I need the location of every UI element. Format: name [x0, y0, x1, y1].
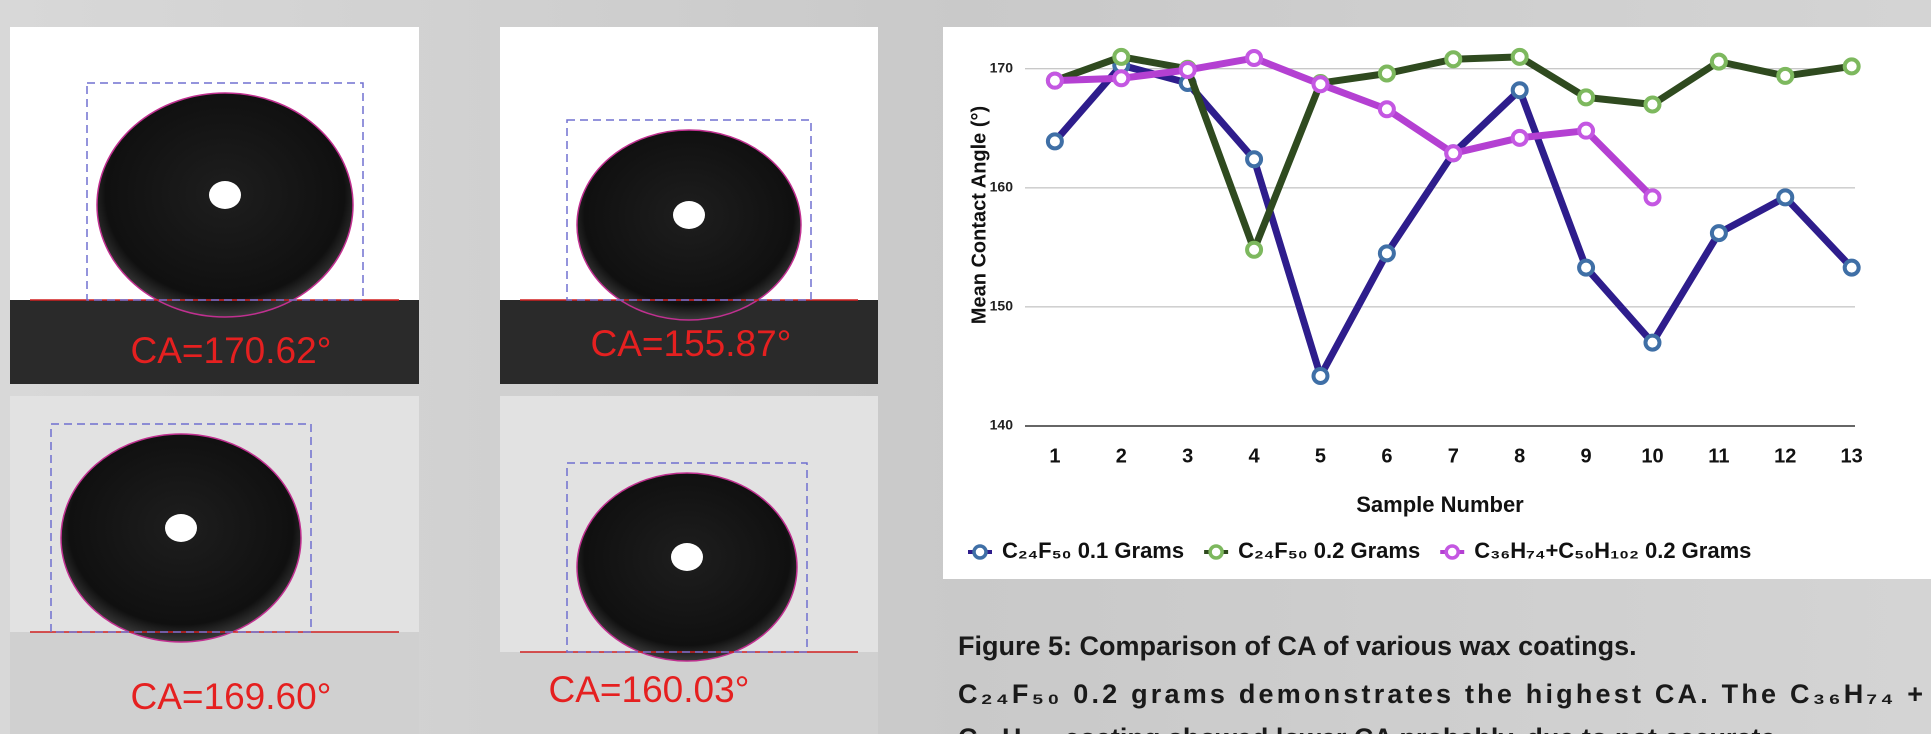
data-point — [1380, 102, 1394, 116]
legend-label: C₃₆H₇₄+C₅₀H₁₀₂ 0.2 Grams — [1474, 538, 1751, 563]
legend-swatch — [1210, 546, 1222, 558]
droplet-highlight — [165, 514, 197, 542]
data-point — [1247, 243, 1261, 257]
data-point — [1048, 74, 1062, 88]
data-point — [1712, 55, 1726, 69]
legend-swatch — [974, 546, 986, 558]
contact-angle-label: CA=170.62° — [131, 330, 332, 371]
data-point — [1380, 67, 1394, 81]
data-point — [1778, 190, 1792, 204]
data-point — [1313, 77, 1327, 91]
y-tick-label: 140 — [990, 417, 1014, 433]
data-point — [1114, 71, 1128, 85]
data-point — [1247, 51, 1261, 65]
data-point — [1645, 97, 1659, 111]
data-point — [1446, 52, 1460, 66]
x-tick-label: 10 — [1641, 445, 1663, 467]
data-point — [1712, 226, 1726, 240]
legend-label: C₂₄F₅₀ 0.1 Grams — [1002, 538, 1184, 563]
data-point — [1845, 261, 1859, 275]
data-point — [1380, 246, 1394, 260]
legend-label: C₂₄F₅₀ 0.2 Grams — [1238, 538, 1420, 563]
droplet-highlight — [673, 201, 705, 229]
x-tick-label: 9 — [1581, 445, 1592, 467]
x-tick-label: 11 — [1708, 445, 1729, 467]
poster: CA=170.62° CA=155.87° CA=169.60° CA=160.03°… — [0, 0, 1931, 734]
contact-angle-label: CA=155.87° — [591, 323, 792, 364]
data-point — [1513, 83, 1527, 97]
legend-swatch — [1446, 546, 1458, 558]
data-point — [1645, 336, 1659, 350]
x-tick-label: 12 — [1774, 445, 1796, 467]
data-point — [1579, 124, 1593, 138]
caption-line: C₅₀H₁₀₂ coating showed lower CA probably… — [958, 723, 1775, 734]
y-axis-title: Mean Contact Angle (°) — [968, 106, 990, 324]
x-tick-label: 7 — [1448, 445, 1459, 467]
data-point — [1845, 59, 1859, 73]
x-tick-label: 13 — [1841, 445, 1863, 467]
data-point — [1247, 152, 1261, 166]
x-tick-label: 2 — [1116, 445, 1127, 467]
x-tick-label: 6 — [1381, 445, 1392, 467]
data-point — [1579, 261, 1593, 275]
caption-title: Figure 5: Comparison of CA of various wa… — [958, 631, 1637, 661]
data-point — [1645, 190, 1659, 204]
x-tick-label: 4 — [1249, 445, 1261, 467]
data-point — [1513, 50, 1527, 64]
caption-line: C₂₄F₅₀ 0.2 grams demonstrates the highes… — [958, 679, 1923, 709]
data-point — [1181, 63, 1195, 77]
data-point — [1114, 50, 1128, 64]
contact-angle-label: CA=160.03° — [549, 669, 750, 710]
data-point — [1579, 90, 1593, 104]
data-point — [1778, 69, 1792, 83]
x-axis-title: Sample Number — [1356, 492, 1524, 517]
y-tick-label: 160 — [990, 179, 1014, 195]
droplet-highlight — [671, 543, 703, 571]
y-tick-label: 170 — [990, 59, 1014, 75]
contact-angle-label: CA=169.60° — [131, 676, 332, 717]
y-tick-label: 150 — [990, 298, 1014, 314]
data-point — [1513, 131, 1527, 145]
droplet-highlight — [209, 181, 241, 209]
x-tick-label: 5 — [1315, 445, 1326, 467]
x-tick-label: 1 — [1049, 445, 1060, 467]
data-point — [1446, 146, 1460, 160]
data-point — [1048, 134, 1062, 148]
x-tick-label: 8 — [1514, 445, 1525, 467]
data-point — [1313, 369, 1327, 383]
x-tick-label: 3 — [1182, 445, 1193, 467]
